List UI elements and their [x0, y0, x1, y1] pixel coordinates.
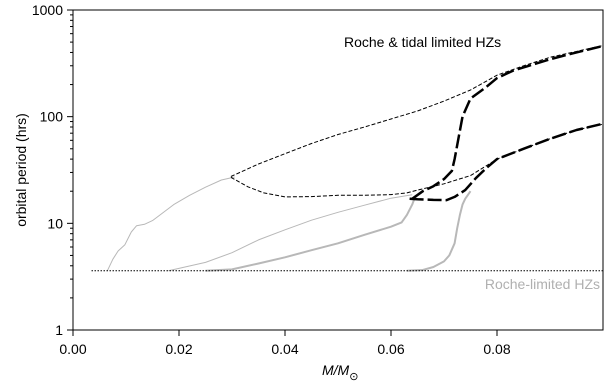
- x-axis-title-subscript: ⊙: [349, 371, 358, 383]
- y-axis-ticks: 1 10 100 1000: [32, 2, 73, 338]
- annotation-roche-tidal: Roche & tidal limited HZs: [344, 34, 501, 50]
- y-axis-title: orbital period (hrs): [13, 113, 29, 227]
- annotation-roche-limited: Roche-limited HZs: [485, 276, 600, 292]
- y-tick-label: 10: [47, 215, 63, 231]
- x-axis-title-main: M/M: [322, 362, 350, 378]
- series-layer: [91, 44, 604, 272]
- x-tick-label: 0.04: [271, 341, 298, 357]
- series-line-2: [168, 194, 413, 272]
- y-tick-label: 100: [40, 109, 64, 125]
- x-tick-label: 0.00: [59, 341, 86, 357]
- series-line-9: [411, 44, 604, 200]
- series-line-6: [230, 123, 604, 198]
- x-tick-label: 0.02: [165, 341, 192, 357]
- x-tick-label: 0.06: [377, 341, 404, 357]
- series-line-5: [230, 45, 604, 177]
- plot-frame: [72, 9, 604, 331]
- y-tick-label: 1: [55, 322, 63, 338]
- series-line-1: [106, 176, 235, 271]
- x-axis-title: M/M⊙: [322, 362, 358, 383]
- series-line-3: [205, 197, 416, 272]
- series-line-8: [409, 122, 604, 202]
- x-tick-label: 0.08: [483, 341, 510, 357]
- x-axis-ticks: 0.00 0.02 0.04 0.06 0.08: [59, 330, 511, 357]
- y-tick-label: 1000: [32, 2, 63, 18]
- series-line-4: [406, 190, 472, 272]
